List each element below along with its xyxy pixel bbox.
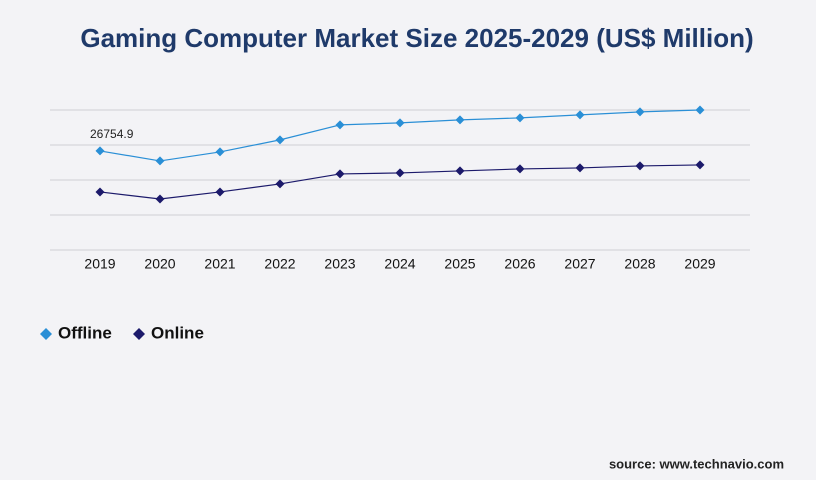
data-point bbox=[635, 107, 645, 117]
data-point bbox=[455, 166, 465, 176]
data-label: 26754.9 bbox=[90, 127, 134, 141]
data-point bbox=[515, 113, 525, 123]
data-point bbox=[575, 163, 585, 173]
data-point bbox=[275, 179, 285, 189]
data-point bbox=[515, 164, 525, 174]
data-point bbox=[155, 156, 165, 166]
x-tick-label: 2021 bbox=[204, 256, 235, 272]
data-point bbox=[395, 118, 405, 128]
legend-label: Online bbox=[151, 323, 204, 342]
x-tick-label: 2022 bbox=[264, 256, 295, 272]
data-point bbox=[215, 187, 225, 197]
legend-marker bbox=[133, 328, 145, 340]
x-tick-label: 2028 bbox=[624, 256, 655, 272]
x-tick-label: 2020 bbox=[144, 256, 175, 272]
x-tick-label: 2019 bbox=[84, 256, 115, 272]
x-tick-label: 2026 bbox=[504, 256, 535, 272]
source: source: www.technavio.com bbox=[609, 456, 784, 471]
x-tick-label: 2025 bbox=[444, 256, 475, 272]
data-point bbox=[275, 135, 285, 145]
x-tick-label: 2024 bbox=[384, 256, 415, 272]
data-point bbox=[155, 194, 165, 204]
x-tick-label: 2023 bbox=[324, 256, 355, 272]
x-tick-label: 2027 bbox=[564, 256, 595, 272]
data-point bbox=[695, 160, 705, 170]
data-point bbox=[695, 105, 705, 115]
data-point bbox=[95, 187, 105, 197]
legend-marker bbox=[40, 328, 52, 340]
data-point bbox=[395, 168, 405, 178]
data-point bbox=[455, 115, 465, 125]
legend-label: Offline bbox=[58, 323, 112, 342]
data-point bbox=[215, 147, 225, 157]
data-point bbox=[335, 169, 345, 179]
data-point bbox=[575, 110, 585, 120]
chart-title: Gaming Computer Market Size 2025-2029 (U… bbox=[80, 23, 753, 53]
x-tick-label: 2029 bbox=[684, 256, 715, 272]
data-point bbox=[635, 161, 645, 171]
data-point bbox=[335, 120, 345, 130]
data-point bbox=[95, 146, 105, 156]
